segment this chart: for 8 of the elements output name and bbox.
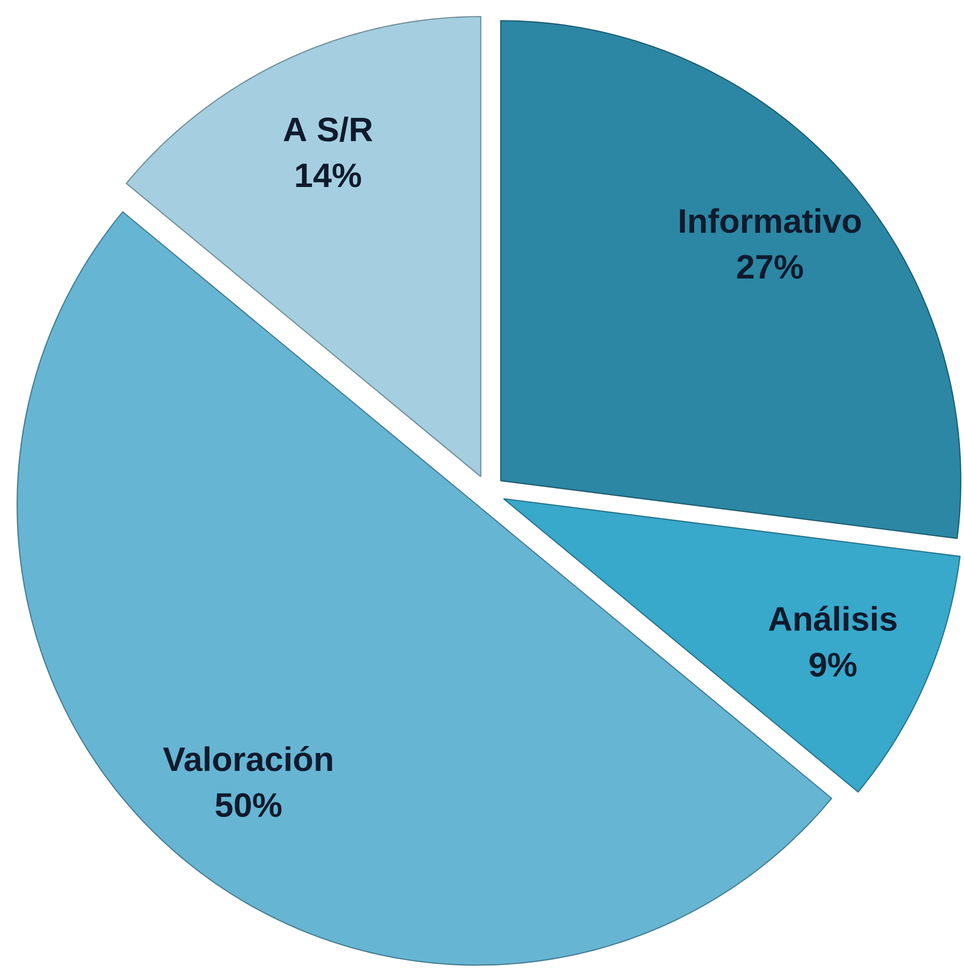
slice-label: Informativo (680, 208, 861, 234)
slice-label: A S/R (284, 116, 372, 142)
data-label: 50% (216, 793, 282, 818)
data-label: 14% (296, 163, 361, 188)
slice-label: Análisis (768, 606, 896, 631)
slice-label: Valoración (163, 746, 332, 772)
data-label: 27% (737, 254, 803, 279)
data-label: 9% (810, 652, 856, 677)
